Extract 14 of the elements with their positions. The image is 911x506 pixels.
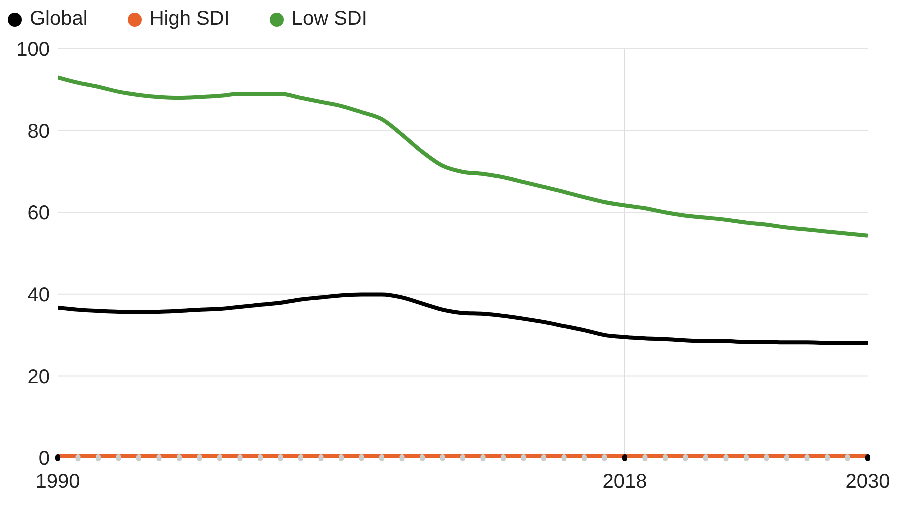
x-tick-label: 1990	[36, 471, 80, 493]
y-tick-label: 0	[38, 448, 50, 470]
y-tick-label: 20	[28, 366, 50, 388]
y-tick-label: 80	[28, 120, 50, 143]
line-series	[58, 76, 868, 238]
y-tick-label: 60	[28, 202, 50, 225]
x-tick-label: 2018	[602, 471, 648, 493]
y-tick-label: 100	[16, 39, 50, 62]
legend-label: High SDI	[150, 8, 230, 31]
line-series	[58, 292, 868, 346]
legend-label: Global	[30, 8, 88, 31]
x-tick-label: 2030	[846, 471, 890, 493]
y-tick-label: 40	[28, 284, 50, 306]
legend-label: Low SDI	[292, 8, 368, 31]
